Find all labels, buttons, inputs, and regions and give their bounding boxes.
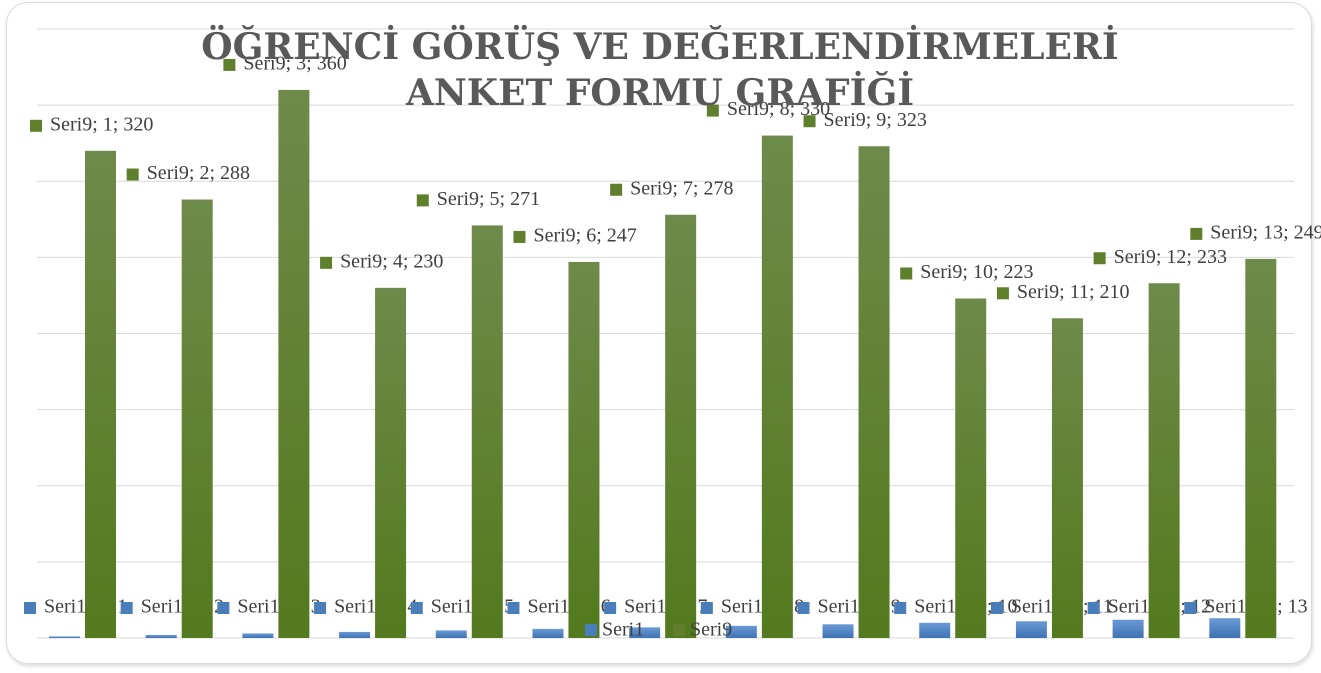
- legend-key: [585, 624, 597, 636]
- data-label: Seri9; 4; 230: [340, 250, 443, 272]
- bar: [145, 634, 177, 638]
- data-label: Seri9; 6; 247: [533, 225, 636, 247]
- label-key: [416, 194, 429, 207]
- label-key: [223, 58, 236, 71]
- bar: [49, 636, 80, 638]
- bar: [1245, 258, 1277, 638]
- bar: [242, 633, 274, 638]
- bar: [568, 261, 600, 638]
- data-label: Seri9; 9; 323: [824, 109, 927, 131]
- label-key: [797, 602, 810, 614]
- label-key: [24, 602, 36, 614]
- label-key: [803, 115, 816, 128]
- data-label: Seri9; 3; 360: [243, 52, 346, 74]
- data-label: Seri9; 2; 288: [147, 162, 250, 184]
- bar: [858, 146, 890, 639]
- bar: [1209, 618, 1241, 638]
- data-label: Seri9; 5; 271: [437, 188, 540, 210]
- label-key: [320, 256, 333, 269]
- data-label: Seri9; 1; 320: [50, 113, 153, 135]
- label-key: [1184, 602, 1197, 614]
- bar: [435, 630, 467, 638]
- data-label: Seri9; 11; 210: [1017, 281, 1130, 303]
- legend-key: [673, 624, 685, 636]
- label-key: [610, 183, 623, 196]
- legend-label: Seri1: [602, 619, 644, 641]
- label-key: [126, 168, 139, 181]
- bar: [1112, 619, 1144, 638]
- bar: [85, 150, 116, 639]
- bar: [761, 135, 793, 638]
- bar: [1051, 318, 1083, 638]
- label-key: [706, 104, 719, 117]
- label-key: [513, 230, 526, 243]
- chart-frame: [6, 2, 1312, 664]
- label-key: [900, 267, 913, 280]
- data-label: Seri9; 12; 233: [1114, 246, 1227, 268]
- label-key: [990, 602, 1003, 614]
- bar: [375, 287, 407, 638]
- bar: [1015, 621, 1047, 638]
- bar: [919, 622, 951, 638]
- label-key: [30, 119, 42, 132]
- label-key: [1087, 602, 1100, 614]
- data-label: Seri9; 8; 330: [727, 98, 830, 120]
- label-key: [217, 602, 230, 614]
- label-key: [700, 602, 713, 614]
- bar: [665, 214, 697, 638]
- legend-label: Seri9: [690, 619, 732, 641]
- bar: [629, 627, 661, 638]
- label-key: [604, 602, 617, 614]
- label-key: [314, 602, 327, 614]
- label-key: [120, 602, 133, 614]
- data-label: Seri9; 13; 249: [1210, 221, 1321, 243]
- label-key: [894, 602, 907, 614]
- data-label: Seri9; 7; 278: [630, 177, 733, 199]
- bar: [278, 89, 310, 638]
- label-key: [996, 287, 1009, 300]
- bar: [1148, 283, 1180, 638]
- bar: [339, 631, 371, 638]
- bar: [181, 199, 213, 638]
- bar: [725, 625, 757, 638]
- label-key: [410, 602, 423, 614]
- bar: [471, 225, 503, 638]
- bar: [955, 298, 987, 638]
- bar: [822, 624, 854, 638]
- data-label: Seri9; 10; 223: [920, 261, 1033, 283]
- bar: [532, 628, 564, 638]
- label-key: [507, 602, 520, 614]
- chart-title: ÖĞRENCİ GÖRÜŞ VE DEĞERLENDİRMELERİ ANKET…: [201, 26, 1119, 114]
- label-key: [1190, 227, 1203, 240]
- label-key: [1093, 252, 1106, 265]
